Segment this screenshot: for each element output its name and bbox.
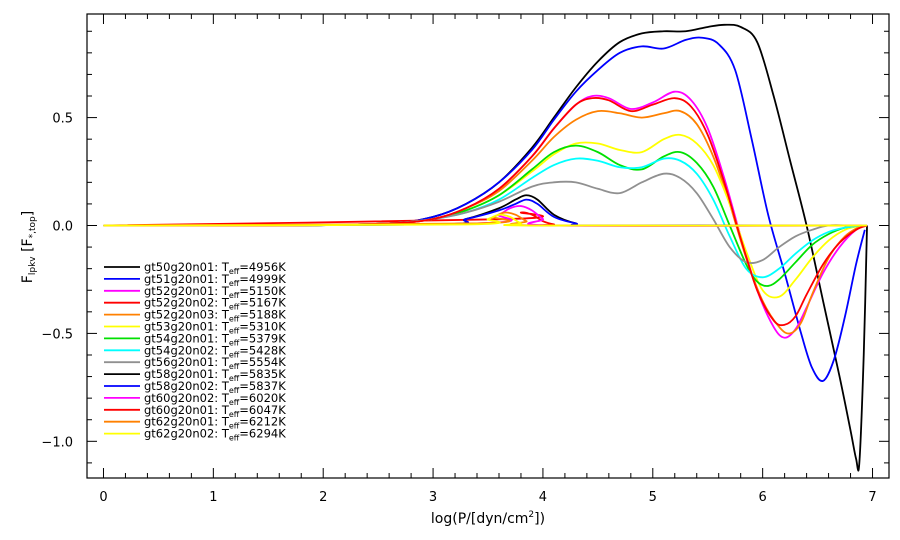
plot-frame <box>86 13 890 479</box>
x-tick-label: 0 <box>99 490 107 505</box>
legend-label: gt54g20n02: Teff=5428K <box>144 343 286 359</box>
legend-label: gt60g20n02: Teff=6020K <box>144 391 286 407</box>
tick-labels: 0 1 2 3 4 5 6 7 −1.0 −0.5 0.0 0.5 <box>41 112 876 505</box>
x-tick-label: 5 <box>649 490 657 505</box>
y-axis-title: Flpkv [F*,top] <box>20 211 38 283</box>
x-axis-title: log(P/[dyn/cm2]) <box>431 510 545 527</box>
legend-label: gt52g20n03: Teff=5188K <box>144 308 286 324</box>
x-tick-label: 6 <box>759 490 767 505</box>
x-tick-label: 3 <box>429 490 437 505</box>
legend-label: gt52g20n01: Teff=5150K <box>144 284 286 300</box>
x-tick-label: 7 <box>868 490 876 505</box>
legend-label: gt58g20n01: Teff=5835K <box>144 367 286 383</box>
legend-label: gt54g20n01: Teff=5379K <box>144 331 286 347</box>
series-line-gt56g20n01 <box>103 172 868 265</box>
x-tick-label: 4 <box>539 490 547 505</box>
series-line-gt51g20n01 <box>103 36 866 382</box>
legend-label: gt60g20n01: Teff=6047K <box>144 403 286 419</box>
y-tick-label: 0.5 <box>52 112 73 127</box>
ticks <box>87 14 889 478</box>
legend-label: gt58g20n02: Teff=5837K <box>144 379 286 395</box>
y-tick-label: −1.0 <box>41 435 73 450</box>
legend-label: gt56g20n01: Teff=5554K <box>144 355 286 371</box>
y-tick-label: −0.5 <box>41 327 73 342</box>
x-tick-label: 1 <box>209 490 217 505</box>
series-line-gt60g20n01 <box>103 97 868 327</box>
legend-label: gt53g20n01: Teff=5310K <box>144 320 286 336</box>
legend-label: gt62g20n01: Teff=6212K <box>144 415 286 431</box>
x-tick-label: 2 <box>319 490 327 505</box>
legend-label: gt51g20n01: Teff=4999K <box>144 272 286 288</box>
series-line-gt62g20n02 <box>103 213 868 227</box>
legend-label: gt52g20n02: Teff=5167K <box>144 296 286 312</box>
series-layer <box>103 23 868 472</box>
y-tick-label: 0.0 <box>52 219 73 234</box>
legend-label: gt62g20n02: Teff=6294K <box>144 427 286 443</box>
legend-label: gt50g20n01: Teff=4956K <box>144 260 286 276</box>
